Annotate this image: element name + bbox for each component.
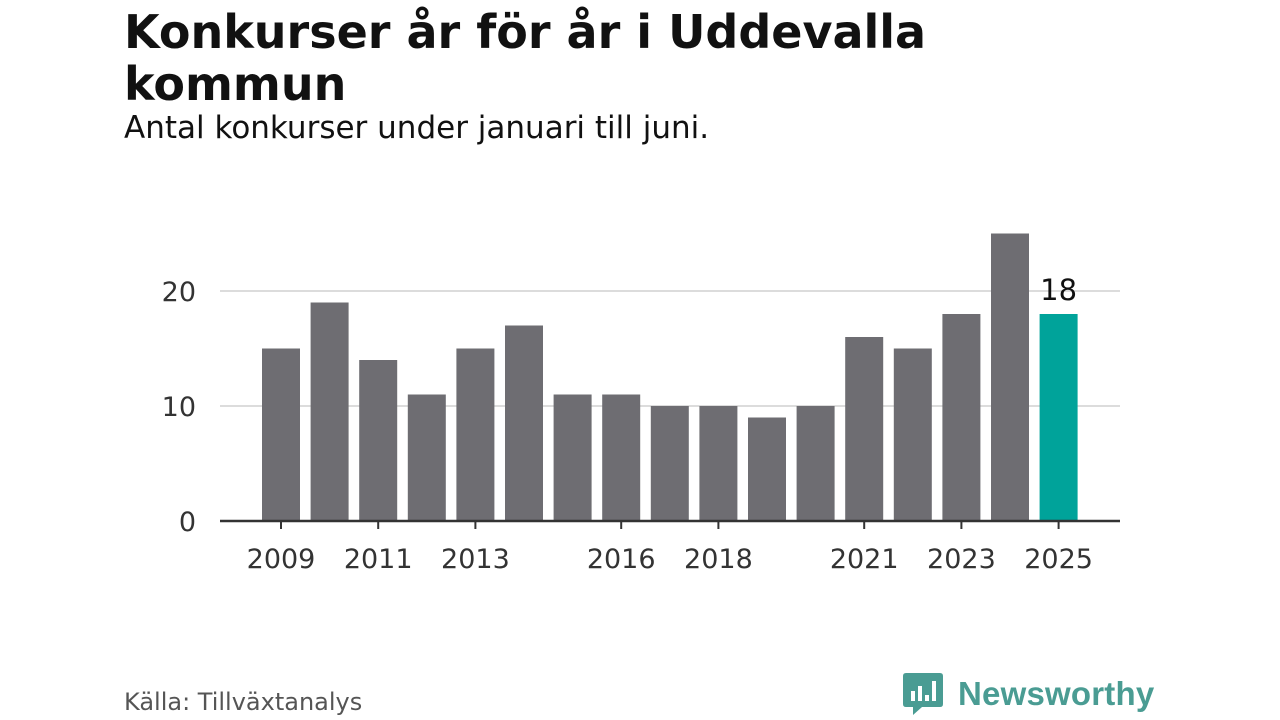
bar-2020 — [796, 406, 835, 521]
x-tick-label: 2018 — [684, 544, 753, 575]
bar-2022 — [893, 348, 932, 521]
bar-2025 — [1039, 314, 1078, 521]
brand-name: Newsworthy — [958, 675, 1155, 712]
y-tick-label: 20 — [162, 277, 196, 308]
x-tick-label: 2025 — [1024, 544, 1093, 575]
chart-title: Konkurser år för år i Uddevalla kommun — [124, 5, 927, 111]
bar-2015 — [553, 394, 592, 521]
x-axis-labels: 2009 2011 2013 2016 2018 2021 2023 2025 — [247, 544, 1093, 575]
x-tick-label: 2021 — [830, 544, 899, 575]
bar-2023 — [942, 314, 981, 521]
x-tick-label: 2013 — [441, 544, 510, 575]
bar-2009 — [262, 348, 300, 521]
bar-2016 — [602, 394, 641, 521]
bar-2024 — [991, 233, 1029, 521]
bar-2012 — [407, 394, 446, 521]
bar-2021 — [845, 337, 884, 521]
bar-2019 — [748, 417, 786, 521]
y-axis-labels: 0 10 20 — [162, 277, 196, 538]
bar-2018 — [699, 406, 738, 521]
x-tick-label: 2016 — [587, 544, 656, 575]
y-tick-label: 10 — [162, 392, 196, 423]
bar-2013 — [456, 348, 495, 521]
source-note: Källa: Tillväxtanalys — [124, 688, 363, 716]
data-labels: 18 — [1040, 273, 1077, 307]
bar-2011 — [359, 360, 398, 521]
brand-logo-link[interactable]: Newsworthy — [902, 670, 1154, 718]
chart-subtitle: Antal konkurser under januari till juni. — [124, 110, 710, 146]
gridlines — [220, 290, 1120, 407]
bar-2014 — [505, 325, 543, 521]
newsworthy-logo-icon — [903, 673, 943, 715]
bar-chart: 0 10 20 2009 2011 2013 2016 2018 2021 2023 2025 1… — [162, 233, 1120, 575]
bar-2017 — [650, 406, 689, 521]
bars — [262, 233, 1078, 521]
x-tick-label: 2023 — [927, 544, 996, 575]
x-axis — [220, 519, 1120, 529]
x-tick-label: 2009 — [247, 544, 316, 575]
x-tick-label: 2011 — [344, 544, 413, 575]
y-tick-label: 0 — [179, 507, 196, 538]
data-label-2025: 18 — [1040, 273, 1077, 307]
bar-2010 — [310, 302, 349, 521]
